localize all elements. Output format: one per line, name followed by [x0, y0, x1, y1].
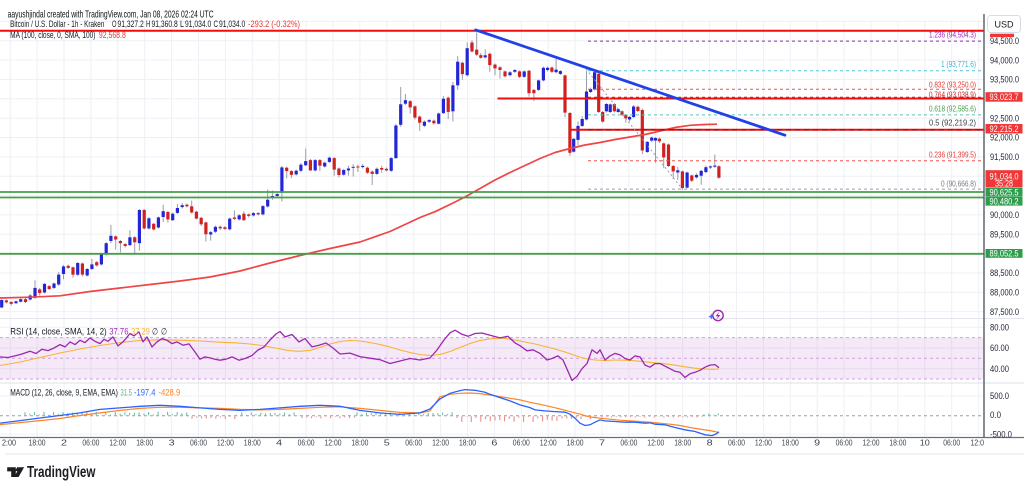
- svg-text:18:00: 18:00: [567, 438, 584, 448]
- svg-text:40.00: 40.00: [990, 364, 1009, 374]
- svg-text:90,480.2: 90,480.2: [990, 196, 1019, 206]
- svg-text:91,327.2: 91,327.2: [118, 19, 144, 29]
- svg-text:60.00: 60.00: [990, 343, 1009, 353]
- svg-text:06:00: 06:00: [298, 438, 315, 448]
- svg-text:92,500.0: 92,500.0: [990, 113, 1019, 123]
- svg-text:0.618 (92,585.6): 0.618 (92,585.6): [929, 104, 976, 114]
- svg-text:12:00: 12:00: [217, 438, 234, 448]
- svg-text:∅: ∅: [152, 327, 158, 337]
- svg-text:aayushjindal created with Trad: aayushjindal created with TradingView.co…: [8, 9, 214, 21]
- svg-text:92,568.8: 92,568.8: [99, 30, 126, 40]
- svg-text:∅: ∅: [161, 327, 167, 337]
- svg-text:18:00: 18:00: [674, 438, 691, 448]
- svg-text:12:00: 12:00: [863, 438, 880, 448]
- svg-text:2:00: 2:00: [2, 438, 16, 448]
- svg-text:0.5 (92,219.2): 0.5 (92,219.2): [929, 118, 976, 128]
- svg-text:0.832 (93,250.0): 0.832 (93,250.0): [929, 79, 976, 89]
- svg-text:1 (93,771.6): 1 (93,771.6): [941, 59, 976, 69]
- svg-text:94,500.0: 94,500.0: [990, 36, 1019, 46]
- svg-text:89,500.0: 89,500.0: [990, 229, 1019, 239]
- svg-text:3: 3: [169, 438, 175, 448]
- svg-text:MACD (12, 26, close, 9, EMA, E: MACD (12, 26, close, 9, EMA, EMA): [10, 387, 118, 397]
- svg-text:91,360.8: 91,360.8: [152, 19, 178, 29]
- svg-text:-197.4: -197.4: [134, 387, 155, 397]
- svg-text:91,034.0: 91,034.0: [185, 19, 211, 29]
- svg-text:12:00: 12:00: [647, 438, 664, 448]
- svg-text:9: 9: [814, 438, 820, 448]
- svg-text:90,625.5: 90,625.5: [990, 187, 1019, 197]
- svg-text:91,500.0: 91,500.0: [990, 152, 1019, 162]
- svg-text:06:00: 06:00: [728, 438, 745, 448]
- svg-text:06:00: 06:00: [82, 438, 99, 448]
- svg-text:7: 7: [599, 438, 605, 448]
- svg-text:37.29: 37.29: [131, 327, 150, 337]
- svg-text:18:00: 18:00: [351, 438, 368, 448]
- svg-text:0.0: 0.0: [990, 410, 1001, 420]
- svg-text:91,034.0: 91,034.0: [219, 19, 245, 29]
- svg-text:Bitcoin / U.S. Dollar - 1h - K: Bitcoin / U.S. Dollar - 1h - Kraken: [10, 19, 104, 29]
- svg-text:92,215.2: 92,215.2: [990, 124, 1019, 134]
- svg-text:8: 8: [707, 438, 713, 448]
- svg-text:93,500.0: 93,500.0: [990, 75, 1019, 85]
- svg-text:06:00: 06:00: [836, 438, 853, 448]
- svg-text:06:00: 06:00: [513, 438, 530, 448]
- svg-text:-428.9: -428.9: [158, 387, 180, 397]
- svg-text:92,000.0: 92,000.0: [990, 133, 1019, 143]
- svg-text:1.236 (94,504.3): 1.236 (94,504.3): [929, 30, 976, 40]
- svg-text:88,500.0: 88,500.0: [990, 268, 1019, 278]
- svg-text:2: 2: [61, 438, 67, 448]
- svg-text:H: H: [146, 19, 151, 29]
- svg-text:6: 6: [491, 438, 497, 448]
- svg-text:18:00: 18:00: [459, 438, 476, 448]
- svg-text:12:00: 12:00: [109, 438, 126, 448]
- svg-text:0 (90,666.8): 0 (90,666.8): [941, 179, 976, 189]
- svg-text:12:00: 12:00: [432, 438, 449, 448]
- svg-text:06:00: 06:00: [405, 438, 422, 448]
- svg-text:RSI (14, close, SMA, 14, 2): RSI (14, close, SMA, 14, 2): [10, 327, 107, 337]
- svg-text:C: C: [214, 19, 219, 29]
- svg-text:88,000.0: 88,000.0: [990, 288, 1019, 298]
- svg-text:12:00: 12:00: [540, 438, 557, 448]
- svg-text:MA (100, close, 0, SMA, 100): MA (100, close, 0, SMA, 100): [10, 30, 95, 40]
- svg-text:0.236 (91,399.5): 0.236 (91,399.5): [929, 150, 976, 160]
- svg-text:31.5: 31.5: [120, 387, 132, 397]
- svg-text:0.764 (93,038.9): 0.764 (93,038.9): [929, 90, 976, 100]
- svg-text:87,500.0: 87,500.0: [990, 307, 1019, 317]
- svg-text:12:0: 12:0: [970, 438, 984, 448]
- svg-text:80.00: 80.00: [990, 323, 1009, 333]
- svg-text:12:00: 12:00: [755, 438, 772, 448]
- svg-text:O: O: [112, 19, 117, 29]
- svg-text:-293.2 (-0.32%): -293.2 (-0.32%): [248, 19, 300, 29]
- svg-text:5: 5: [384, 438, 390, 448]
- svg-text:90,000.0: 90,000.0: [990, 210, 1019, 220]
- svg-text:06:00: 06:00: [190, 438, 207, 448]
- svg-text:93,023.7: 93,023.7: [990, 92, 1019, 102]
- svg-text:18:00: 18:00: [782, 438, 799, 448]
- svg-text:500.0: 500.0: [990, 391, 1009, 401]
- svg-text:91,034.0: 91,034.0: [990, 172, 1019, 182]
- svg-text:12:00: 12:00: [325, 438, 342, 448]
- svg-text:94,000.0: 94,000.0: [990, 55, 1019, 65]
- svg-text:L: L: [180, 19, 184, 29]
- svg-text:-500.0: -500.0: [990, 429, 1012, 439]
- svg-text:10: 10: [920, 438, 930, 448]
- svg-text:TradingView: TradingView: [27, 464, 96, 481]
- svg-text:18:00: 18:00: [889, 438, 906, 448]
- svg-text:06:00: 06:00: [620, 438, 637, 448]
- svg-text:35:28: 35:28: [995, 179, 1013, 189]
- svg-text:18:00: 18:00: [29, 438, 46, 448]
- svg-text:06:00: 06:00: [943, 438, 960, 448]
- svg-text:4: 4: [276, 438, 282, 448]
- svg-text:18:00: 18:00: [244, 438, 261, 448]
- svg-text:89,052.5: 89,052.5: [990, 249, 1019, 259]
- svg-text:18:00: 18:00: [136, 438, 153, 448]
- svg-text:37.76: 37.76: [109, 327, 128, 337]
- svg-text:USD: USD: [995, 19, 1014, 30]
